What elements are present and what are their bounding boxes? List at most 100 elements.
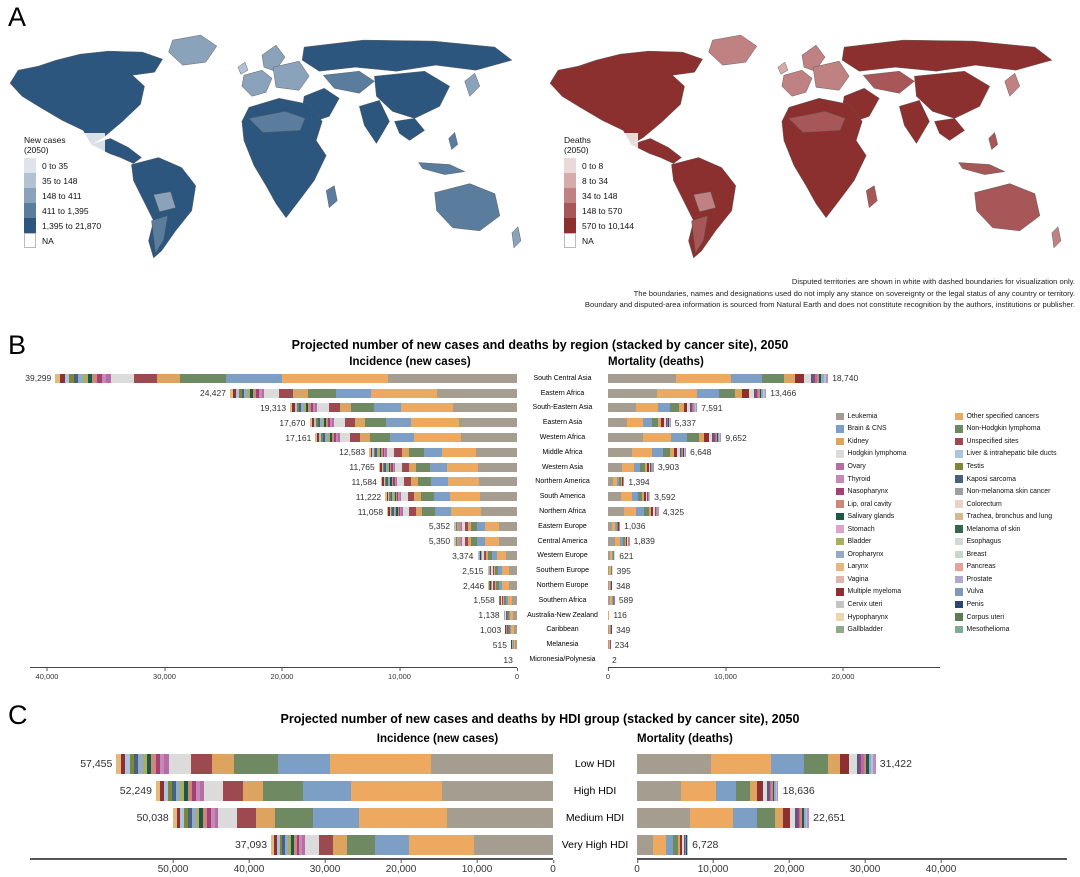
map-footnote-line: Boundary and disputed-area information i… — [584, 300, 1075, 309]
category-label: Low HDI — [574, 757, 616, 770]
panel-c: C Projected number of new cases and deat… — [0, 700, 1080, 877]
bar-segment — [471, 536, 478, 546]
bar-segment — [715, 433, 717, 443]
bar-segment — [319, 834, 334, 855]
incidence-plot: 11,584 — [30, 477, 517, 487]
country-region — [374, 70, 450, 119]
stacked-bar — [608, 536, 630, 546]
legend-swatch — [955, 600, 963, 609]
bar-segment — [681, 447, 683, 457]
country-region — [448, 131, 458, 150]
stacked-bar — [608, 581, 612, 591]
legend-swatch — [955, 475, 963, 483]
bar-segment — [391, 462, 393, 472]
bar-segment — [372, 447, 374, 457]
map-legend-swatch — [564, 173, 576, 188]
axis-tick: 0 — [550, 860, 556, 875]
bar-segment — [450, 507, 481, 517]
bar-segment — [795, 373, 804, 383]
bar-segment — [510, 610, 514, 620]
bar-segment — [321, 418, 325, 428]
bar-segment — [387, 373, 517, 383]
incidence-plot: 11,765 — [30, 462, 517, 472]
bar-segment — [493, 581, 495, 591]
bar-segment — [828, 753, 840, 774]
stacked-bar — [608, 610, 610, 620]
bar-segment — [330, 753, 431, 774]
legend-item-label: Breast — [966, 550, 987, 558]
legend-swatch — [955, 437, 963, 446]
bar-segment — [179, 780, 184, 801]
bar-segment — [669, 418, 671, 428]
stacked-bar — [608, 492, 651, 502]
mortality-value-label: 348 — [616, 580, 631, 591]
bar-segment — [188, 807, 192, 828]
legend-item: Hodgkin lymphoma — [836, 448, 955, 461]
axis-tick: 40,000 — [234, 860, 264, 875]
bar-segment — [502, 581, 509, 591]
bar-segment — [250, 388, 254, 398]
bar-segment — [621, 477, 623, 487]
axis-tick: 20,000 — [386, 860, 416, 875]
hdi-chart-rows: 57,455 Low HDI 31,422 52,249 High HDI 18,636 5… — [30, 750, 1067, 858]
map-legend-class-label: 8 to 34 — [582, 175, 608, 186]
incidence-plot: 19,313 — [30, 403, 517, 413]
bar-segment — [73, 373, 79, 383]
incidence-value-label: 52,249 — [119, 784, 152, 797]
category-label: Melanesia — [546, 641, 579, 649]
legend-item: Breast — [955, 548, 1057, 561]
bar-segment — [383, 447, 386, 457]
chart-row: 515 Melanesia 234 — [30, 637, 940, 652]
map-legend-swatch — [24, 188, 36, 203]
bar-segment — [271, 834, 275, 855]
bar-segment — [505, 610, 506, 620]
bar-segment — [335, 433, 338, 443]
mortality-value-label: 18,636 — [782, 784, 815, 797]
category-label: Southern Europe — [536, 567, 589, 575]
bar-segment — [499, 521, 517, 531]
bar-segment — [60, 373, 65, 383]
bar-segment — [686, 834, 687, 855]
incidence-plot: 17,670 — [30, 418, 517, 428]
bar-segment — [670, 447, 675, 457]
bar-segment — [110, 373, 134, 383]
axis-tick: 10,000 — [388, 667, 411, 681]
country-region — [153, 191, 176, 213]
stacked-bar — [387, 507, 517, 517]
bar-segment — [313, 807, 360, 828]
bar-segment — [244, 388, 248, 398]
bar-segment — [212, 753, 235, 774]
bar-segment — [397, 507, 399, 517]
incidence-plot: 5,350 — [30, 536, 517, 546]
incidence-value-label: 17,670 — [279, 417, 306, 428]
legend-swatch — [955, 487, 963, 496]
category-label: Micronesia/Polynesia — [529, 656, 596, 664]
bar-segment — [187, 780, 192, 801]
legend-item: Brain & CNS — [836, 423, 955, 436]
bar-segment — [223, 780, 244, 801]
bar-segment — [608, 640, 609, 650]
category-label: Northern Africa — [539, 508, 586, 516]
bar-segment — [446, 462, 479, 472]
country-region — [788, 111, 846, 133]
bar-segment — [456, 521, 457, 531]
bar-segment — [805, 807, 808, 828]
legend-swatch — [955, 575, 963, 584]
bar-segment — [160, 753, 165, 774]
world-map-new-cases — [9, 34, 522, 259]
bar-segment — [389, 433, 415, 443]
bar-segment — [625, 536, 627, 546]
bar-segment — [619, 477, 622, 487]
bar-segment — [720, 433, 722, 443]
legend-item: Larynx — [836, 561, 955, 574]
bar-segment — [748, 388, 754, 398]
bar-segment — [387, 492, 390, 502]
map-legend-class: 411 to 1,395 — [24, 203, 101, 218]
bar-segment — [401, 403, 454, 413]
legend-item-label: Vagina — [847, 575, 869, 583]
stacked-bar — [608, 447, 686, 457]
bar-segment — [319, 418, 322, 428]
legend-item: Testis — [955, 460, 1057, 473]
bar-segment — [823, 373, 826, 383]
map-new-cases: New cases (2050) 0 to 35 35 to 148 148 to … — [4, 25, 536, 273]
